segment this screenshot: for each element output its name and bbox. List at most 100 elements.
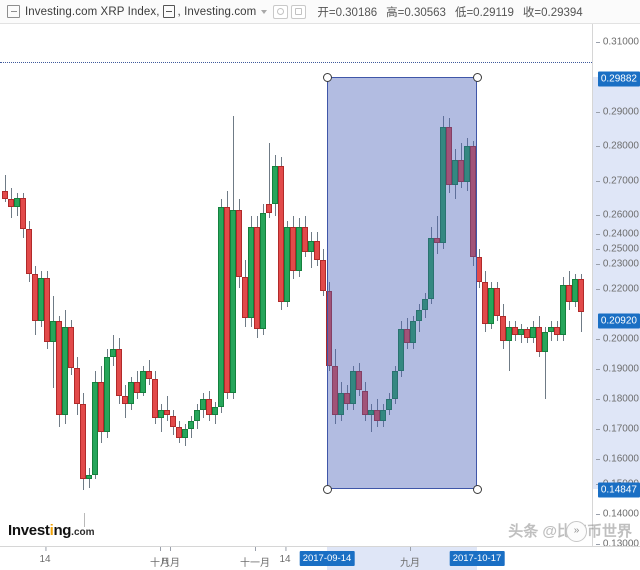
candle-body: [512, 326, 518, 335]
candle-wick: [371, 404, 372, 433]
price-tick: 0.20000: [595, 334, 639, 345]
candle-body: [554, 326, 560, 335]
candle-body: [290, 226, 296, 272]
chevron-down-icon[interactable]: [261, 9, 268, 14]
candle-body: [56, 321, 62, 416]
candle-body: [440, 126, 446, 244]
candle-body: [146, 371, 152, 380]
candle-wick: [269, 143, 270, 219]
candle-body: [182, 429, 188, 438]
selection-handle-bottom-left[interactable]: [322, 484, 332, 494]
high-value: 高=0.30563: [386, 6, 446, 19]
candle-body: [230, 210, 236, 394]
time-tick-label: 八月: [160, 558, 180, 569]
chart-plot-area[interactable]: [0, 24, 592, 546]
settings-icon[interactable]: [291, 4, 307, 19]
candle-body: [338, 393, 344, 416]
price-tick-label: 0.17000: [602, 423, 639, 435]
last-price-label[interactable]: 0.20920: [597, 313, 640, 329]
price-tick-label: 0.16000: [602, 453, 639, 465]
investing-logo: Investing.com: [8, 523, 95, 538]
time-tick-label: 九月: [400, 558, 420, 569]
candle-body: [20, 197, 26, 230]
logo-com: .com: [71, 527, 95, 538]
time-tick-label: 14: [39, 554, 51, 565]
candle-body: [578, 279, 584, 313]
candle-body: [44, 278, 50, 342]
candle-body: [308, 240, 314, 252]
candle-body: [464, 146, 470, 183]
scroll-forward-icon[interactable]: »: [566, 521, 587, 542]
candle-body: [272, 165, 278, 205]
camera-icon[interactable]: [273, 4, 289, 19]
calendar-icon[interactable]: [162, 5, 175, 18]
candle-body: [122, 396, 128, 405]
price-tick: 0.14000: [595, 509, 639, 520]
candle-wick: [5, 175, 6, 202]
candle-body: [254, 226, 260, 330]
level-label[interactable]: 0.29882: [597, 71, 640, 87]
candle-body: [368, 409, 374, 416]
candle-body: [62, 326, 68, 416]
candle-body: [332, 365, 338, 416]
price-tick: 0.24000: [595, 228, 639, 240]
selection-handle-bottom-right[interactable]: [472, 484, 482, 494]
candle-body: [350, 371, 356, 405]
candle-body: [500, 315, 506, 341]
candle-body: [416, 309, 422, 322]
candle-body: [278, 165, 284, 302]
candle-wick: [167, 396, 168, 422]
candle-body: [392, 371, 398, 399]
candle-body: [86, 475, 92, 480]
time-tick-label: 14: [279, 554, 291, 565]
price-tick: 0.23000: [595, 258, 639, 270]
selection-handle-top-right[interactable]: [472, 72, 482, 82]
low-level-label[interactable]: 0.14847: [597, 482, 640, 498]
logo-text-main: Invest: [8, 522, 50, 539]
candle-wick: [437, 215, 438, 255]
price-tick-label: 0.19000: [602, 363, 639, 375]
price-tick: 0.25000: [595, 243, 639, 255]
candle-body: [242, 276, 248, 319]
price-tick-label: 0.23000: [602, 258, 639, 270]
selection-rectangle[interactable]: [327, 77, 477, 489]
price-tick: 0.31000: [595, 37, 639, 48]
price-tick: 0.16000: [595, 453, 639, 465]
candle-body: [266, 204, 272, 213]
candle-body: [410, 321, 416, 344]
candle-body: [386, 398, 392, 410]
candle-body: [74, 368, 80, 405]
candle-body: [152, 379, 158, 419]
selection-end-label[interactable]: 2017-10-17: [449, 551, 505, 566]
price-tick-label: 0.18000: [602, 393, 639, 405]
candle-wick: [161, 404, 162, 433]
candle-body: [128, 382, 134, 405]
price-tick: 0.28000: [595, 141, 639, 152]
price-axis-selection-shade: [593, 77, 640, 489]
selection-handle-top-left[interactable]: [322, 72, 332, 82]
price-tick: 0.18000: [595, 393, 639, 405]
candle-body: [8, 198, 14, 208]
price-axis[interactable]: 0.31000 0.29000 0.28000 0.27000 0.26000 0.250…: [592, 24, 640, 546]
source-label: , Investing.com: [177, 5, 257, 18]
candle-body: [482, 282, 488, 324]
candle-body: [494, 287, 500, 316]
open-value: 开=0.30186: [317, 6, 378, 19]
price-tick-label: 0.24000: [602, 228, 639, 240]
ohlc-readout: 开=0.30186 高=0.30563 低=0.29119 收=0.29394: [317, 4, 582, 20]
axis-divider: [84, 513, 85, 527]
candle-body: [188, 421, 194, 430]
close-value: 收=0.29394: [522, 6, 583, 19]
time-tick: 九月: [400, 547, 420, 569]
candle-body: [572, 279, 578, 302]
candle-body: [356, 371, 362, 391]
candle-body: [302, 226, 308, 252]
price-tick-label: 0.26000: [602, 209, 639, 221]
time-axis[interactable]: 14 八月 14 九月 十月 十一月 2017-09-14 2017-10-17: [0, 546, 640, 570]
candle-body: [14, 197, 20, 208]
price-tick-label: 0.25000: [602, 243, 639, 255]
candle-body: [566, 285, 572, 302]
selection-start-label[interactable]: 2017-09-14: [299, 551, 355, 566]
minus-box-icon[interactable]: [7, 5, 20, 18]
candle-body: [320, 260, 326, 291]
